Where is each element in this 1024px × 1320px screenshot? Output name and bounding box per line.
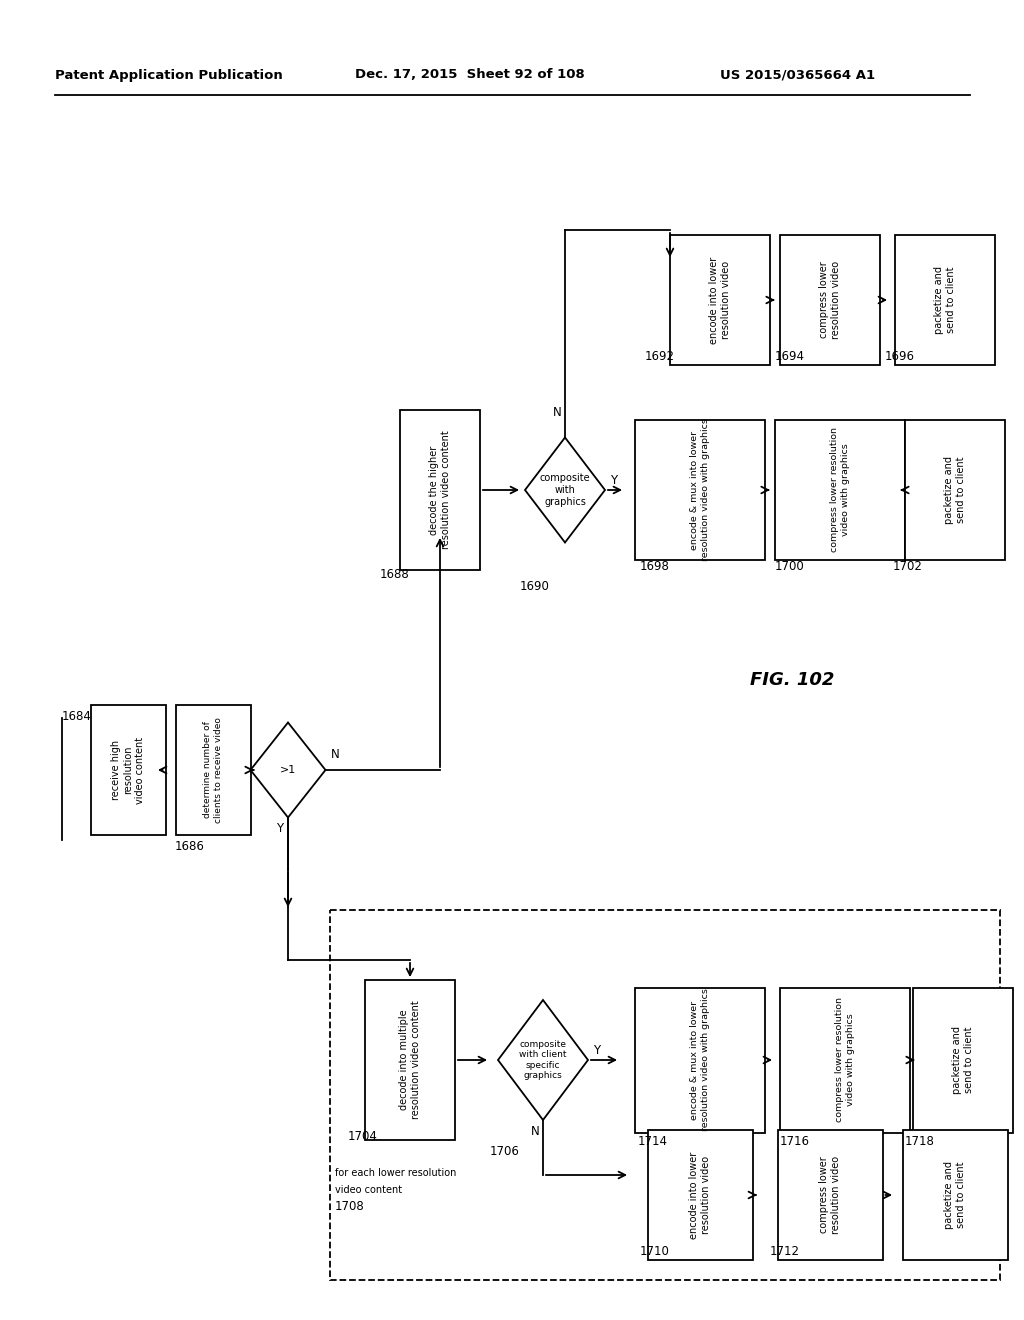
Text: Dec. 17, 2015  Sheet 92 of 108: Dec. 17, 2015 Sheet 92 of 108 [355, 69, 585, 82]
Text: N: N [331, 748, 339, 762]
Text: 1714: 1714 [638, 1135, 668, 1148]
Text: 1718: 1718 [905, 1135, 935, 1148]
Text: packetize and
send to client: packetize and send to client [934, 267, 955, 334]
Text: encode into lower
resolution video: encode into lower resolution video [689, 1151, 711, 1238]
Bar [365, 979, 455, 1140]
Text: N: N [553, 407, 561, 420]
Text: Y: Y [610, 474, 617, 487]
Bar [905, 420, 1005, 560]
Text: compress lower
resolution video: compress lower resolution video [819, 1156, 841, 1234]
Bar [635, 420, 765, 560]
Bar [647, 1130, 753, 1261]
Polygon shape [251, 722, 326, 817]
Text: composite
with client
specific
graphics: composite with client specific graphics [519, 1040, 566, 1080]
Text: >1: >1 [280, 766, 296, 775]
Text: Patent Application Publication: Patent Application Publication [55, 69, 283, 82]
Text: decode the higher
resolution video content: decode the higher resolution video conte… [429, 430, 451, 549]
Text: Y: Y [276, 822, 284, 836]
Text: encode & mux into lower
resolution video with graphics: encode & mux into lower resolution video… [690, 418, 710, 561]
Bar [895, 235, 995, 366]
Text: composite
with
graphics: composite with graphics [540, 474, 590, 507]
Text: 1700: 1700 [775, 560, 805, 573]
Text: 1686: 1686 [175, 840, 205, 853]
Text: decode into multiple
resolution video content: decode into multiple resolution video co… [399, 1001, 421, 1119]
Bar [775, 420, 905, 560]
Text: receive high
resolution
video content: receive high resolution video content [112, 737, 144, 804]
Text: 1712: 1712 [770, 1245, 800, 1258]
Polygon shape [498, 1001, 588, 1119]
Bar [400, 411, 480, 570]
Text: 1716: 1716 [780, 1135, 810, 1148]
Text: US 2015/0365664 A1: US 2015/0365664 A1 [720, 69, 876, 82]
Bar [175, 705, 251, 836]
Text: Y: Y [593, 1044, 600, 1056]
Text: 1706: 1706 [490, 1144, 520, 1158]
Text: packetize and
send to client: packetize and send to client [944, 1162, 966, 1229]
Text: 1696: 1696 [885, 350, 915, 363]
Text: 1704: 1704 [348, 1130, 378, 1143]
Bar [902, 1130, 1008, 1261]
Text: 1694: 1694 [775, 350, 805, 363]
Text: video content: video content [335, 1185, 402, 1195]
Text: packetize and
send to client: packetize and send to client [952, 1026, 974, 1094]
Bar [913, 987, 1013, 1133]
Text: for each lower resolution: for each lower resolution [335, 1168, 457, 1177]
Text: encode into lower
resolution video: encode into lower resolution video [710, 256, 731, 343]
Text: determine number of
clients to receive video: determine number of clients to receive v… [204, 717, 222, 822]
Polygon shape [525, 437, 605, 543]
Text: encode & mux into lower
resolution video with graphics: encode & mux into lower resolution video… [690, 989, 710, 1131]
Bar [777, 1130, 883, 1261]
Text: 1688: 1688 [380, 568, 410, 581]
Text: 1702: 1702 [893, 560, 923, 573]
Text: packetize and
send to client: packetize and send to client [944, 455, 966, 524]
Text: 1710: 1710 [640, 1245, 670, 1258]
Text: compress lower
resolution video: compress lower resolution video [819, 261, 841, 339]
Text: 1690: 1690 [520, 579, 550, 593]
Text: 1684: 1684 [62, 710, 92, 723]
Text: FIG. 102: FIG. 102 [750, 671, 835, 689]
Bar [635, 987, 765, 1133]
Text: compress lower resolution
video with graphics: compress lower resolution video with gra… [830, 428, 850, 553]
Bar [780, 987, 910, 1133]
Text: N: N [530, 1125, 540, 1138]
Bar [90, 705, 166, 836]
Text: 1708: 1708 [335, 1200, 365, 1213]
Bar [330, 909, 1000, 1280]
Text: 1692: 1692 [645, 350, 675, 363]
Bar [780, 235, 880, 366]
Text: compress lower resolution
video with graphics: compress lower resolution video with gra… [836, 998, 855, 1122]
Bar [670, 235, 770, 366]
Text: 1698: 1698 [640, 560, 670, 573]
